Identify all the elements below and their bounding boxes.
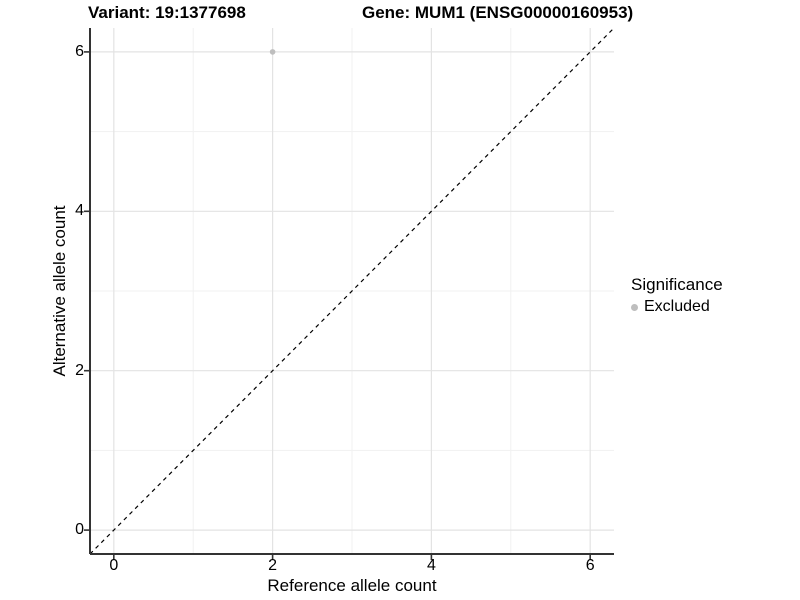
y-axis-label: Alternative allele count <box>50 205 69 377</box>
data-point <box>269 49 276 55</box>
legend-title: Significance <box>631 275 723 294</box>
y-tick-label: 6 <box>75 42 84 60</box>
legend: Significance Excluded <box>631 275 723 316</box>
x-tick-label: 2 <box>268 557 278 574</box>
legend-entry-label: Excluded <box>644 298 710 315</box>
variant-title: Variant: 19:1377698 <box>88 3 246 22</box>
y-tick-label: 2 <box>75 361 84 379</box>
x-tick-label: 4 <box>426 557 436 574</box>
plot-panel <box>84 27 615 560</box>
x-tick-label: 6 <box>585 557 595 574</box>
legend-point-icon <box>631 303 638 311</box>
gene-title: Gene: MUM1 (ENSG00000160953) <box>362 3 634 22</box>
identity-reference-line <box>89 27 615 555</box>
x-axis-label: Reference allele count <box>267 576 437 595</box>
y-tick-label: 4 <box>75 202 84 220</box>
y-tick-label: 0 <box>75 521 84 539</box>
legend-entry-excluded: Excluded <box>631 298 723 316</box>
x-tick-label: 0 <box>109 557 119 574</box>
plot-canvas <box>84 27 615 560</box>
